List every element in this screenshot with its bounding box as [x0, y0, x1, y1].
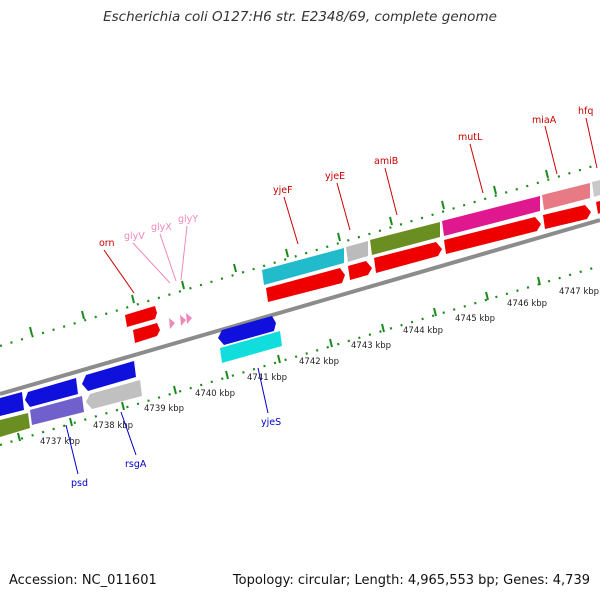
scale-label: 4746 kbp	[507, 299, 547, 309]
major-tick	[337, 232, 341, 242]
major-tick	[121, 401, 125, 411]
gene-amiB[interactable]	[374, 242, 442, 273]
gene-yjeF-red[interactable]	[266, 268, 345, 302]
major-tick	[233, 263, 237, 273]
gene-reverse-left-1[interactable]	[0, 392, 24, 416]
label-psd: psd	[71, 478, 88, 489]
gene-psd[interactable]	[30, 396, 84, 425]
gene-miaA[interactable]	[543, 205, 591, 229]
major-tick	[381, 323, 385, 333]
gene-hfq-upper[interactable]	[592, 180, 600, 197]
gene-reverse-left-4[interactable]	[0, 413, 30, 437]
major-tick	[225, 370, 229, 380]
major-tick	[285, 248, 289, 258]
genome-title: Escherichia coli O127:H6 str. E2348/69, …	[103, 9, 497, 25]
major-tick	[441, 200, 445, 210]
gene-rsgA[interactable]	[86, 380, 142, 409]
forward-genes	[125, 180, 600, 343]
scale-label: 4737 kbp	[40, 437, 80, 447]
gene-yjeE-upper[interactable]	[346, 241, 368, 262]
scale-label: 4744 kbp	[403, 326, 443, 336]
major-tick	[389, 216, 393, 226]
major-tick	[17, 432, 21, 442]
scale-label: 4745 kbp	[455, 314, 495, 324]
gene-yjeS-blue[interactable]	[218, 316, 276, 345]
gene-mutL-upper[interactable]	[442, 196, 540, 236]
scale-labels: 4737 kbp 4738 kbp 4739 kbp 4740 kbp 4741…	[40, 287, 599, 447]
gene-glyY[interactable]	[186, 313, 192, 324]
label-rsgA: rsgA	[125, 459, 147, 470]
gene-yjeE[interactable]	[348, 261, 372, 280]
major-tick	[69, 417, 73, 427]
label-yjeF: yjeF	[273, 185, 293, 196]
gene-mutL[interactable]	[444, 217, 541, 254]
major-tick	[433, 307, 437, 317]
inner-tick-track	[0, 264, 600, 447]
label-hfq: hfq	[578, 106, 593, 117]
genome-backbone	[0, 218, 600, 396]
label-amiB: amiB	[374, 156, 398, 167]
gene-reverse-left-3[interactable]	[82, 361, 136, 391]
gene-yjeF[interactable]	[262, 248, 344, 285]
scale-label: 4743 kbp	[351, 341, 391, 351]
gene-hfq[interactable]	[596, 201, 600, 214]
major-tick	[181, 280, 185, 290]
major-tick	[81, 310, 85, 320]
gene-yjeS[interactable]	[220, 331, 282, 363]
label-mutL: mutL	[458, 132, 483, 143]
scale-label: 4738 kbp	[93, 421, 133, 431]
major-tick	[545, 169, 549, 179]
accession-text: Accession: NC_011601	[9, 573, 157, 588]
label-miaA: miaA	[532, 115, 557, 126]
label-glyX: glyX	[151, 222, 172, 233]
major-tick	[485, 291, 489, 301]
major-tick	[29, 326, 33, 336]
scale-label: 4740 kbp	[195, 389, 235, 399]
label-yjeE: yjeE	[325, 171, 345, 182]
gene-glyV[interactable]	[169, 318, 175, 329]
genome-summary-text: Topology: circular; Length: 4,965,553 bp…	[232, 573, 590, 588]
gene-orn[interactable]	[125, 306, 157, 327]
label-yjeS: yjeS	[261, 417, 281, 428]
forward-gene-labels: orn yjeF yjeE amiB mutL miaA hfq	[99, 106, 598, 294]
reverse-genes	[0, 316, 282, 437]
gene-amiB-upper[interactable]	[370, 222, 440, 255]
major-tick	[493, 185, 497, 195]
major-tick	[537, 276, 541, 286]
scale-label: 4739 kbp	[144, 404, 184, 414]
label-glyV: glyV	[124, 231, 145, 242]
reverse-gene-labels: psd rsgA yjeS	[65, 367, 281, 489]
scale-label: 4742 kbp	[299, 357, 339, 367]
gene-reverse-left-2[interactable]	[25, 378, 78, 407]
major-tick	[277, 354, 281, 364]
major-tick	[329, 338, 333, 348]
trna-labels: glyV glyX glyY	[124, 214, 198, 284]
label-glyY: glyY	[178, 214, 198, 225]
label-orn: orn	[99, 238, 115, 249]
scale-label: 4741 kbp	[247, 373, 287, 383]
gene-glyX[interactable]	[180, 315, 186, 326]
scale-label: 4747 kbp	[559, 287, 599, 297]
gene-orn-lower[interactable]	[133, 323, 160, 343]
gene-miaA-upper[interactable]	[542, 183, 590, 210]
major-tick	[173, 385, 177, 395]
outer-tick-track	[0, 162, 600, 348]
major-tick	[131, 294, 135, 304]
